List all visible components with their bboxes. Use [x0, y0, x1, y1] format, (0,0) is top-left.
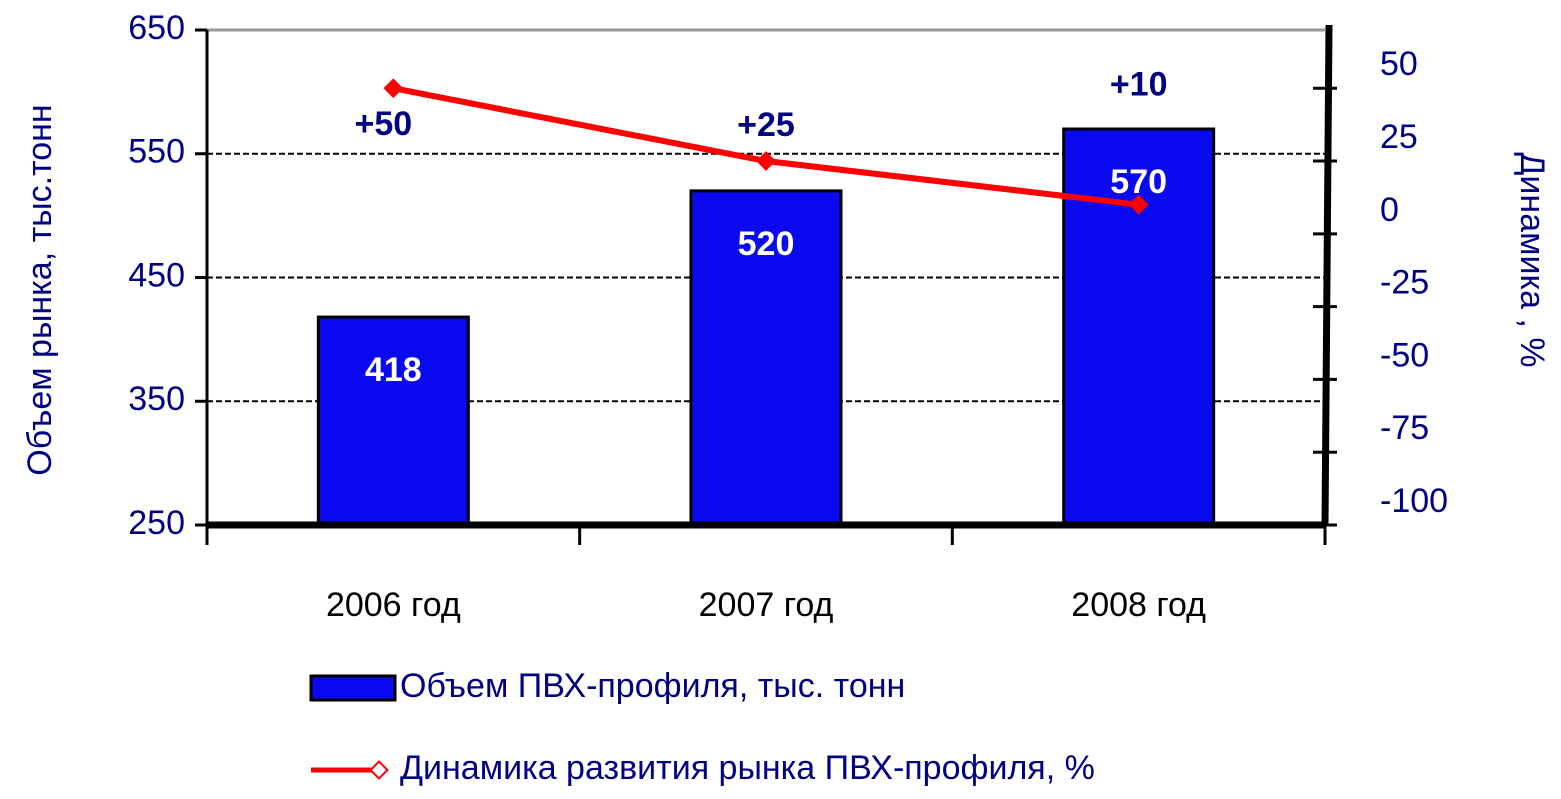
y2-tick-label: 50: [1380, 45, 1418, 83]
y2-tick-label: 0: [1380, 191, 1399, 229]
line-value-label: +50: [354, 105, 412, 143]
line-value-label: +10: [1110, 66, 1168, 104]
bar: [689, 189, 843, 527]
y-tick-label: 550: [128, 133, 185, 171]
y2-tick-label: -100: [1380, 482, 1448, 520]
marker: [1128, 194, 1149, 215]
x-tick-label: 2007 год: [699, 586, 834, 624]
x-tick-label: 2006 год: [326, 586, 461, 624]
y2-axis: [1321, 24, 1333, 526]
y2-tick-label: 25: [1380, 118, 1418, 156]
y-tick-label: 450: [128, 256, 185, 294]
legend-swatch: [309, 674, 397, 702]
bar: [316, 315, 470, 527]
y2-tick-label: -50: [1380, 336, 1429, 374]
bar-value-label: 520: [738, 225, 795, 263]
marker: [383, 78, 404, 99]
line-value-label: +25: [737, 106, 795, 144]
x-tick-label: 2008 год: [1071, 586, 1206, 624]
legend-marker: [369, 760, 389, 780]
y-tick-label: 650: [128, 9, 185, 47]
legend-label: Динамика развития рынка ПВХ-профиля, %: [400, 749, 1095, 787]
y2-axis-label: Динамика , %: [1513, 152, 1551, 367]
bar-value-label: 418: [365, 351, 422, 389]
y-tick-label: 250: [128, 504, 185, 542]
y2-tick-label: -75: [1380, 409, 1429, 447]
bar-value-label: 570: [1110, 163, 1167, 201]
legend-label: Объем ПВХ-профиля, тыс. тонн: [400, 667, 905, 705]
y-axis-label: Объем рынка, тыс.тонн: [21, 104, 59, 475]
y-tick-label: 350: [128, 380, 185, 418]
y2-tick-label: -25: [1380, 264, 1429, 302]
